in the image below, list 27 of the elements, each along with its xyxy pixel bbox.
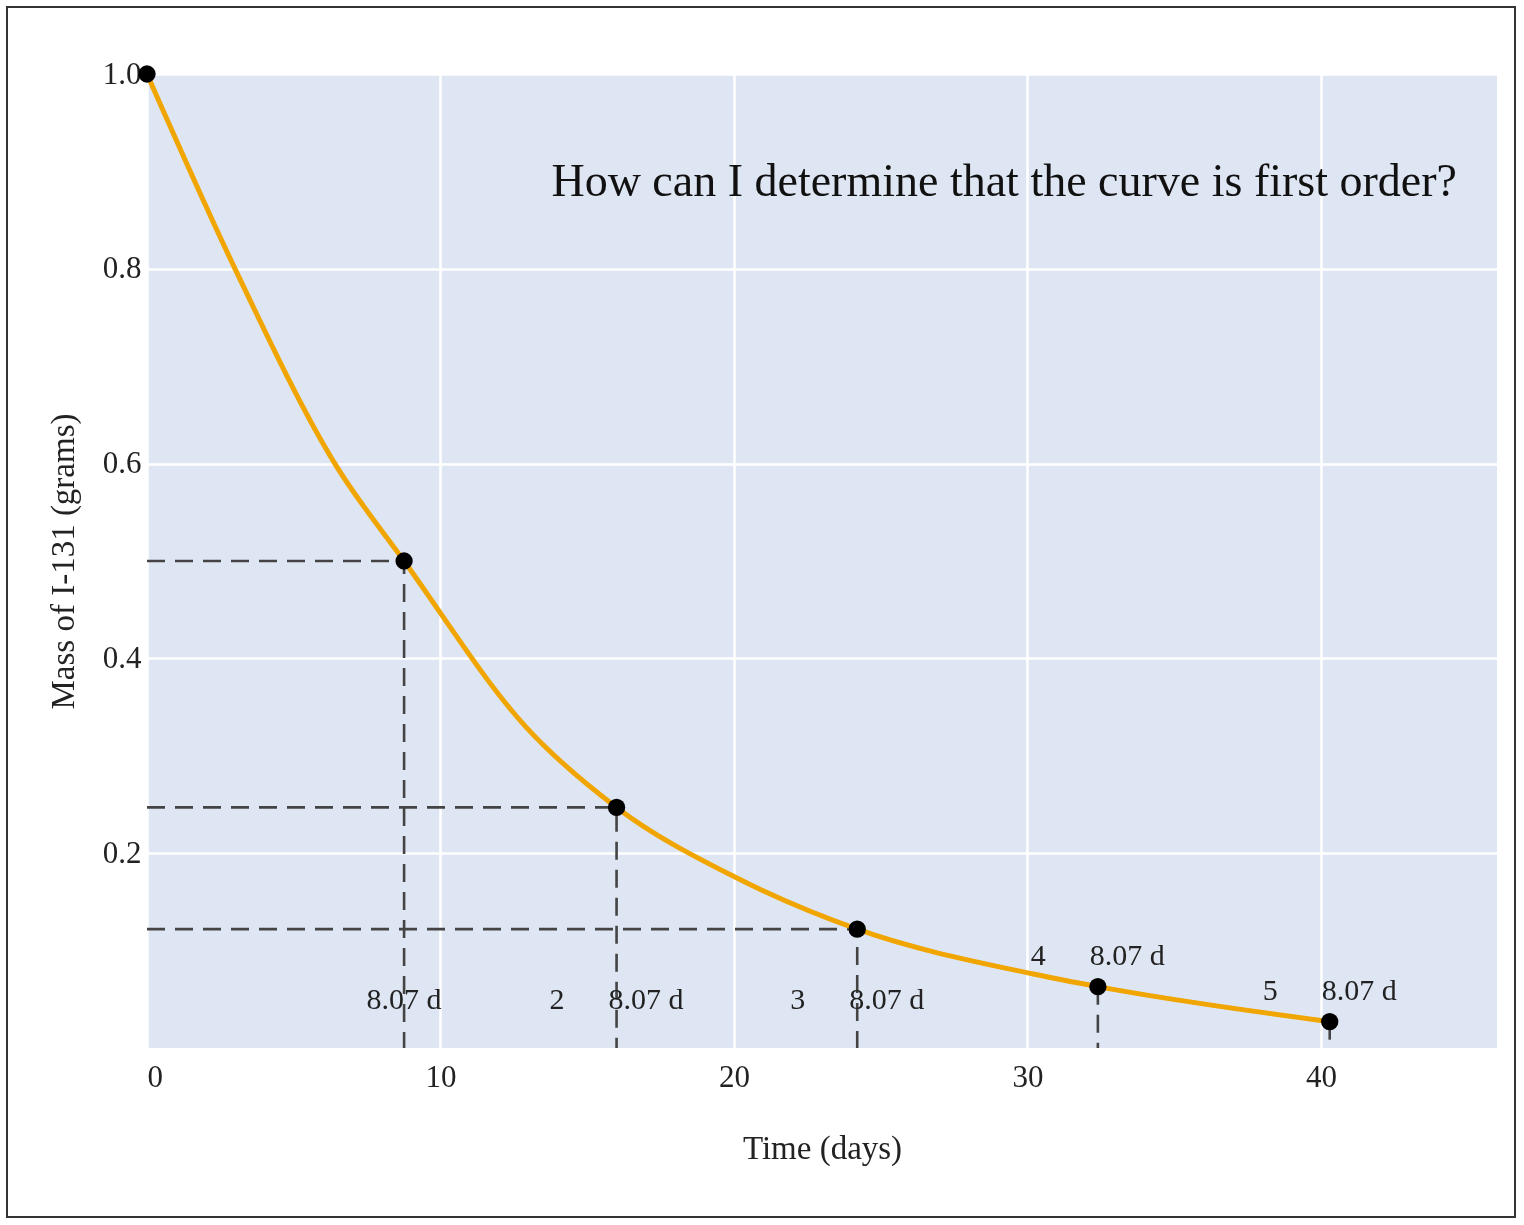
y-tick-label: 1.0 <box>102 55 142 91</box>
annotation: 8.07 d <box>608 982 684 1016</box>
point <box>607 798 626 817</box>
annotation: 8.07 d <box>849 982 925 1016</box>
annotation: 8.07 d <box>1321 972 1397 1006</box>
point <box>1321 1013 1339 1031</box>
x-tick-label: 0 <box>147 1058 163 1094</box>
annotation: 8.07 d <box>1089 937 1165 971</box>
x-tick-label: 20 <box>718 1058 750 1094</box>
y-tick-label: 0.8 <box>102 250 142 286</box>
point <box>1089 978 1107 996</box>
x-tick-label: 10 <box>425 1058 457 1094</box>
point <box>848 920 866 938</box>
y-tick-label: 0.2 <box>102 834 142 870</box>
y-axis-title: Mass of I-131 (grams) <box>44 413 82 710</box>
annotation: 2 <box>549 982 565 1016</box>
annotation: 8.07 d <box>366 982 442 1016</box>
y-tick-label: 0.4 <box>102 639 142 675</box>
x-tick-label: 40 <box>1305 1058 1337 1094</box>
annotation: 4 <box>1030 937 1046 971</box>
point <box>395 552 413 570</box>
x-axis-title: Time (days) <box>742 1129 903 1167</box>
annotation: How can I determine that the curve is first order? <box>551 155 1457 206</box>
annotation: 3 <box>790 982 806 1016</box>
y-tick-label: 0.6 <box>102 445 142 481</box>
x-tick-label: 30 <box>1012 1058 1044 1094</box>
annotation: 5 <box>1262 972 1278 1006</box>
